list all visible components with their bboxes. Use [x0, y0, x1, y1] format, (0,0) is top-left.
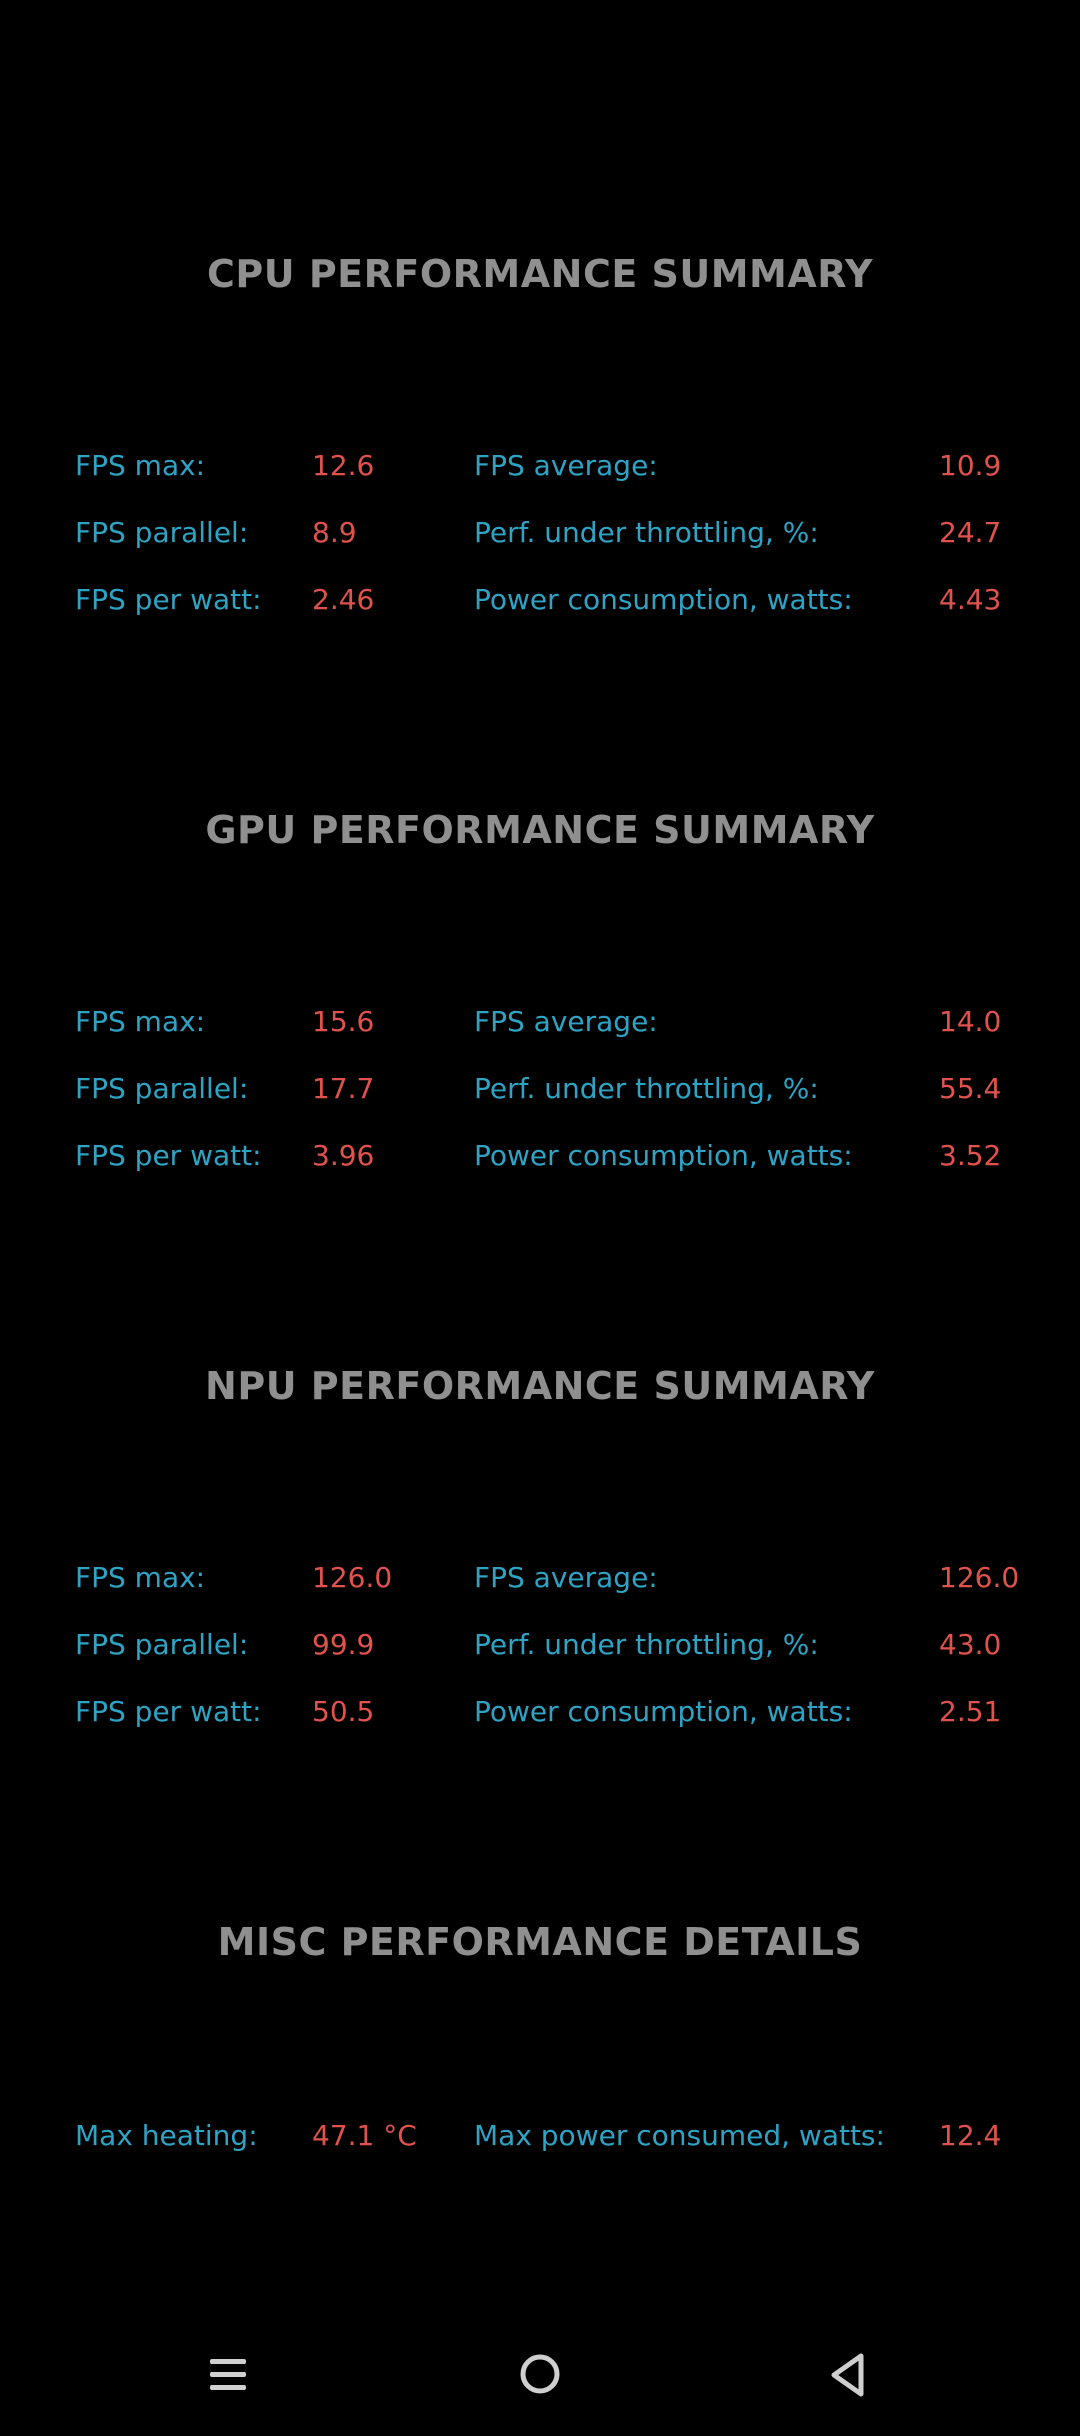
misc-row-1: Max heating: 47.1 °C Max power consumed,… — [0, 2111, 1080, 2161]
gpu-row-3: FPS per watt: 3.96 Power consumption, wa… — [0, 1131, 1080, 1181]
npu-section-title: NPU PERFORMANCE SUMMARY — [205, 1364, 875, 1408]
metric-label: Power consumption, watts: — [474, 583, 853, 616]
metric-label: FPS average: — [474, 1561, 658, 1594]
npu-row-1: FPS max: 126.0 FPS average: 126.0 — [0, 1553, 1080, 1603]
npu-row-3: FPS per watt: 50.5 Power consumption, wa… — [0, 1687, 1080, 1737]
cpu-section-title: CPU PERFORMANCE SUMMARY — [207, 252, 873, 296]
metric-label: FPS per watt: — [75, 1139, 262, 1172]
metric-label: Power consumption, watts: — [474, 1139, 853, 1172]
cpu-row-2: FPS parallel: 8.9 Perf. under throttling… — [0, 508, 1080, 558]
metric-label: FPS parallel: — [75, 1072, 249, 1105]
metric-label: Perf. under throttling, %: — [474, 1628, 819, 1661]
metric-label: FPS per watt: — [75, 583, 262, 616]
gpu-row-1: FPS max: 15.6 FPS average: 14.0 — [0, 997, 1080, 1047]
metric-value: 3.96 — [312, 1139, 375, 1172]
metric-value: 12.6 — [312, 449, 375, 482]
metric-label: FPS max: — [75, 449, 206, 482]
npu-row-2: FPS parallel: 99.9 Perf. under throttlin… — [0, 1620, 1080, 1670]
home-icon — [520, 2354, 560, 2394]
metric-label: Max power consumed, watts: — [474, 2119, 885, 2152]
gpu-section-title: GPU PERFORMANCE SUMMARY — [205, 808, 875, 852]
gpu-row-2: FPS parallel: 17.7 Perf. under throttlin… — [0, 1064, 1080, 1114]
metric-value: 24.7 — [939, 516, 1002, 549]
back-icon — [831, 2353, 864, 2397]
metric-label: Power consumption, watts: — [474, 1695, 853, 1728]
metric-value: 4.43 — [939, 583, 1002, 616]
metric-label: Max heating: — [75, 2119, 258, 2152]
metric-value: 15.6 — [312, 1005, 375, 1038]
metric-value: 43.0 — [939, 1628, 1002, 1661]
home-button[interactable] — [480, 2316, 600, 2436]
metric-value: 2.51 — [939, 1695, 1002, 1728]
metric-label: FPS parallel: — [75, 516, 249, 549]
metric-value: 2.46 — [312, 583, 375, 616]
metric-value: 8.9 — [312, 516, 357, 549]
metric-value: 126.0 — [312, 1561, 393, 1594]
metric-value: 12.4 — [939, 2119, 1002, 2152]
metric-label: FPS parallel: — [75, 1628, 249, 1661]
metric-value: 14.0 — [939, 1005, 1002, 1038]
back-button[interactable] — [788, 2316, 908, 2436]
misc-section-title: MISC PERFORMANCE DETAILS — [217, 1920, 863, 1964]
metric-value: 47.1 °C — [312, 2119, 417, 2152]
metric-value: 10.9 — [939, 449, 1002, 482]
metric-value: 126.0 — [939, 1561, 1020, 1594]
cpu-row-1: FPS max: 12.6 FPS average: 10.9 — [0, 441, 1080, 491]
metric-value: 50.5 — [312, 1695, 375, 1728]
metric-label: FPS max: — [75, 1005, 206, 1038]
metric-label: Perf. under throttling, %: — [474, 1072, 819, 1105]
metric-value: 99.9 — [312, 1628, 375, 1661]
menu-icon — [210, 2359, 246, 2390]
cpu-row-3: FPS per watt: 2.46 Power consumption, wa… — [0, 575, 1080, 625]
metric-value: 3.52 — [939, 1139, 1002, 1172]
metric-label: FPS average: — [474, 449, 658, 482]
metric-label: Perf. under throttling, %: — [474, 516, 819, 549]
metric-value: 17.7 — [312, 1072, 375, 1105]
menu-button[interactable] — [168, 2316, 288, 2436]
metric-label: FPS per watt: — [75, 1695, 262, 1728]
metric-value: 55.4 — [939, 1072, 1002, 1105]
metric-label: FPS max: — [75, 1561, 206, 1594]
system-nav-bar — [0, 2316, 1080, 2436]
metric-label: FPS average: — [474, 1005, 658, 1038]
